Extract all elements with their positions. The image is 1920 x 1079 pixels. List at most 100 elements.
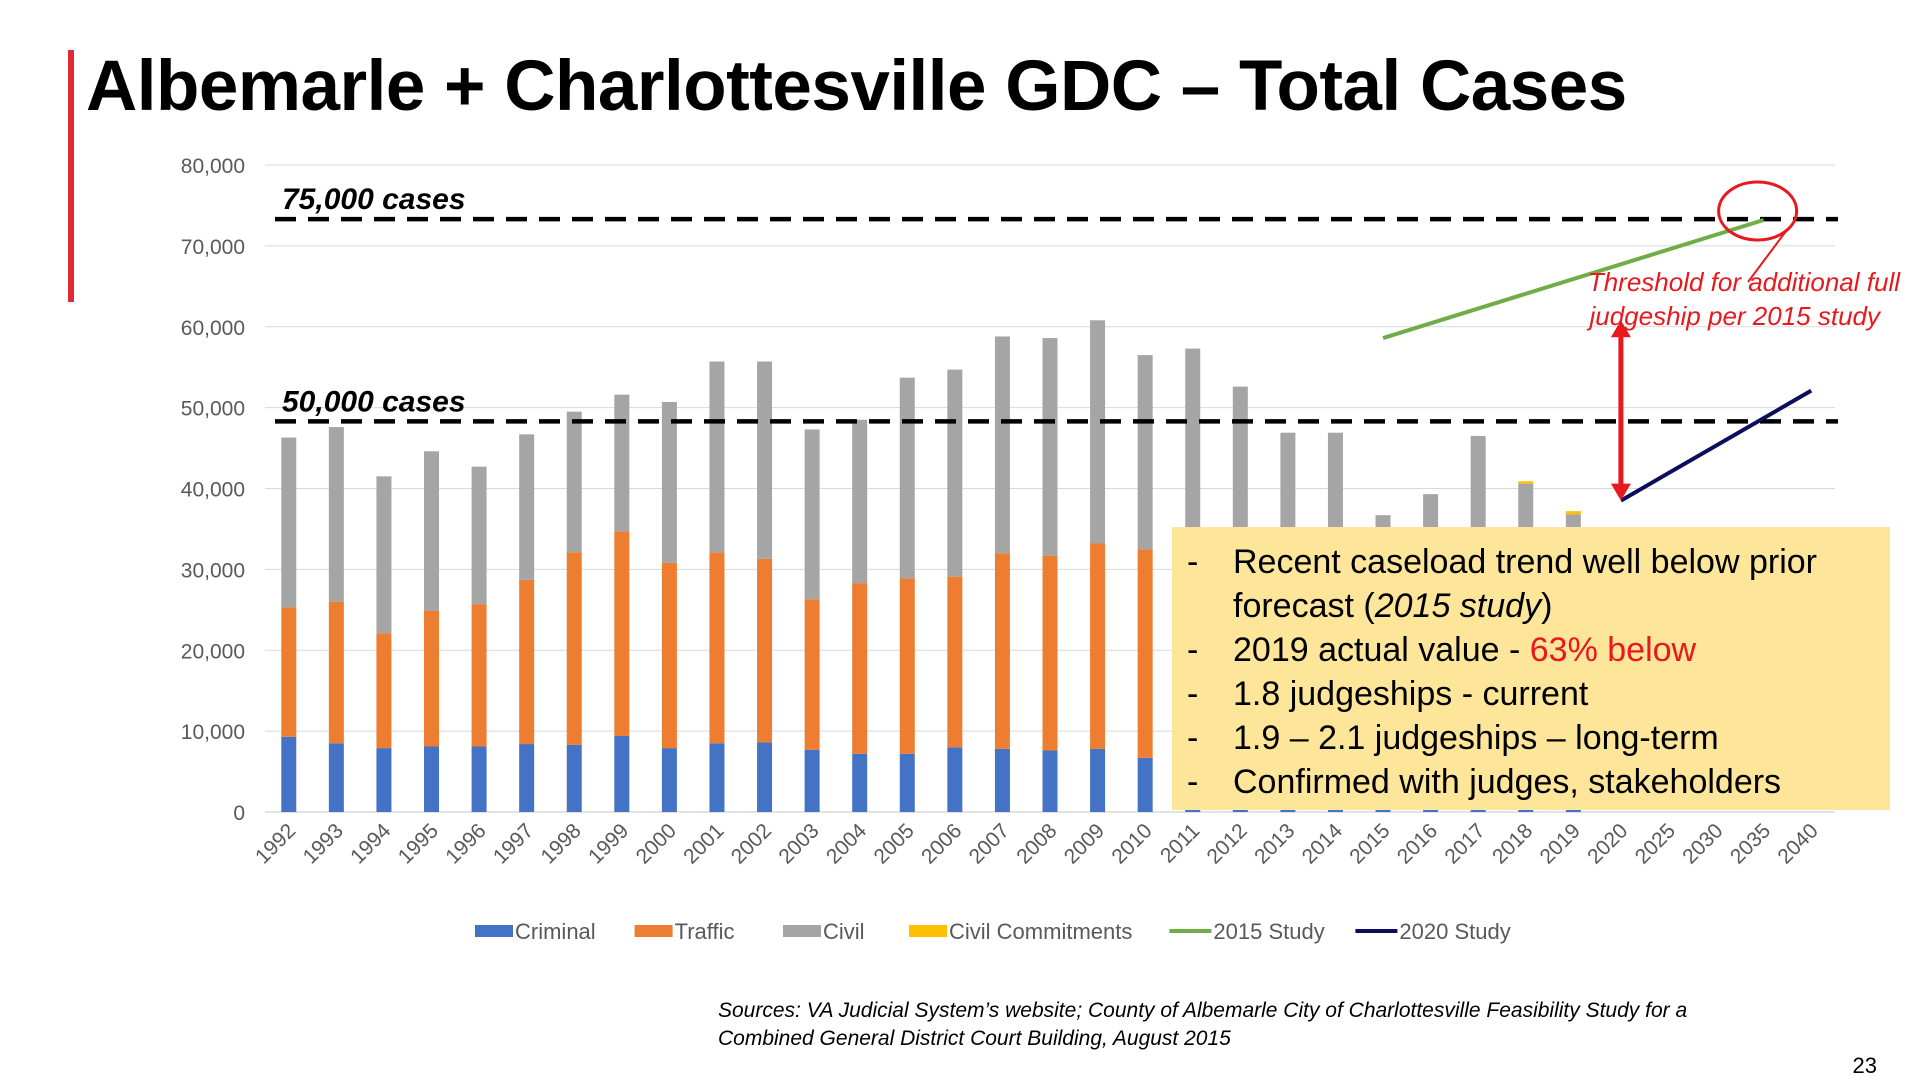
threshold-annotation: judgeship per 2015 study [1586, 301, 1882, 331]
bar-segment-traffic [376, 633, 392, 749]
x-tick-label: 1992 [251, 819, 300, 868]
x-tick-label: 2013 [1250, 819, 1299, 868]
bar-segment-criminal [661, 748, 677, 812]
bullet-dash: - [1187, 543, 1199, 581]
bar-segment-criminal [852, 753, 868, 812]
x-tick-label: 2006 [917, 819, 966, 868]
bar-segment-civil [757, 361, 773, 559]
bar-segment-civil [1232, 386, 1248, 574]
y-tick-label: 30,000 [181, 559, 245, 582]
bar-segment-traffic [424, 610, 440, 747]
y-tick-label: 40,000 [181, 479, 245, 502]
x-tick-label: 1999 [584, 819, 633, 868]
x-tick-label: 2019 [1536, 819, 1585, 868]
bar-segment-criminal [804, 749, 820, 812]
callout-box: - Recent caseload trend well below prior… [1172, 527, 1890, 810]
bar-segment-civil [947, 369, 963, 577]
x-tick-label: 2016 [1393, 819, 1442, 868]
legend-swatch [634, 925, 673, 937]
bar-segment-civil [614, 394, 630, 532]
x-tick-label: 2030 [1678, 819, 1727, 868]
legend-label: Civil Commitments [949, 919, 1132, 944]
callout-line-italic: 2015 study [1374, 587, 1542, 625]
x-tick-label: 2017 [1440, 819, 1489, 868]
bar-segment-civil [519, 434, 535, 580]
callout-text: 1.9 – 2.1 judgeships – long-term [1233, 719, 1719, 757]
x-tick-label: 2005 [870, 819, 919, 868]
y-tick-label: 80,000 [181, 155, 245, 178]
bar-segment-criminal [519, 744, 535, 812]
y-tick-label: 70,000 [181, 236, 245, 259]
bar-segment-civil [1090, 320, 1106, 544]
gap-arrow-head-down [1610, 483, 1631, 501]
callout-item: - 1.9 – 2.1 judgeships – long-term [1187, 716, 1880, 760]
bar-segment-civil [994, 336, 1010, 554]
gap-arrow-head-up [1610, 320, 1631, 338]
bar-segment-civil [566, 411, 582, 553]
bar-segment-civil-commitments [1565, 511, 1581, 515]
callout-item: - Confirmed with judges, stakeholders [1187, 760, 1880, 804]
x-tick-label: 2018 [1488, 819, 1537, 868]
x-tick-label: 2011 [1156, 819, 1204, 867]
sources-note: Sources: VA Judicial System’s website; C… [718, 997, 1838, 1053]
bar-segment-civil [661, 401, 677, 563]
bar-segment-civil [471, 466, 487, 605]
bar-segment-traffic [614, 531, 630, 736]
bullet-dash: - [1187, 631, 1199, 669]
threshold-circle [1717, 180, 1799, 242]
legend-swatch [909, 925, 947, 937]
bar-segment-civil [709, 361, 725, 553]
reference-line-label: 75,000 cases [282, 183, 466, 216]
title-accent-bar [68, 50, 74, 302]
callout-text: 2019 actual value - [1233, 631, 1530, 669]
bar-segment-criminal [614, 735, 630, 812]
x-tick-label: 2010 [1107, 819, 1156, 868]
bar-segment-traffic [661, 562, 677, 749]
x-tick-label: 2015 [1345, 819, 1394, 868]
bar-segment-traffic [1090, 543, 1106, 749]
legend-label: 2020 Study [1399, 919, 1510, 944]
bar-segment-civil [376, 476, 392, 634]
bar-segment-traffic [757, 558, 773, 743]
legend-label: Traffic [675, 919, 735, 944]
y-tick-label: 20,000 [181, 640, 245, 663]
callout-highlight: 63% below [1529, 631, 1697, 669]
legend-label: 2015 Study [1213, 919, 1324, 944]
bar-segment-traffic [566, 552, 582, 745]
legend-swatch [783, 925, 821, 937]
x-tick-label: 1993 [299, 819, 348, 868]
bullet-dash: - [1187, 763, 1199, 801]
forecast-line-2020-study [1619, 388, 1813, 503]
bar-segment-criminal [1090, 748, 1106, 812]
bar-segment-criminal [709, 743, 725, 812]
bar-segment-traffic [328, 601, 344, 744]
bullet-dash: - [1187, 675, 1199, 713]
callout-item-text: Recent caseload trend well below prior f… [1233, 540, 1880, 628]
bar-segment-criminal [947, 747, 963, 812]
callout-item: - 1.8 judgeships - current [1187, 672, 1880, 716]
x-tick-label: 2001 [679, 819, 728, 868]
bar-segment-civil [1137, 355, 1153, 550]
y-tick-label: 60,000 [181, 317, 245, 340]
x-tick-label: 2009 [1060, 819, 1109, 868]
callout-text: Confirmed with judges, stakeholders [1233, 763, 1782, 801]
x-tick-label: 1994 [346, 819, 396, 869]
threshold-annotation: Threshold for additional full [1588, 267, 1901, 297]
bar-segment-criminal [281, 736, 297, 812]
bar-segment-traffic [852, 583, 868, 754]
callout-line-suffix: ) [1541, 587, 1553, 625]
bar-segment-civil [1185, 348, 1201, 554]
bar-segment-civil [328, 427, 344, 602]
x-tick-label: 1996 [441, 819, 490, 868]
bar-segment-civil [804, 429, 820, 600]
forecast-line-2015-study [1382, 218, 1765, 340]
bar-segment-criminal [1042, 750, 1058, 812]
bar-segment-criminal [757, 742, 773, 812]
callout-item-text: 2019 actual value - 63% below [1233, 628, 1880, 672]
x-tick-label: 2025 [1631, 819, 1680, 868]
bullet-dash: - [1187, 719, 1199, 757]
y-tick-label: 0 [233, 802, 245, 825]
x-tick-label: 2040 [1773, 819, 1822, 868]
bar-segment-traffic [709, 552, 725, 744]
legend-label: Civil [823, 919, 865, 944]
